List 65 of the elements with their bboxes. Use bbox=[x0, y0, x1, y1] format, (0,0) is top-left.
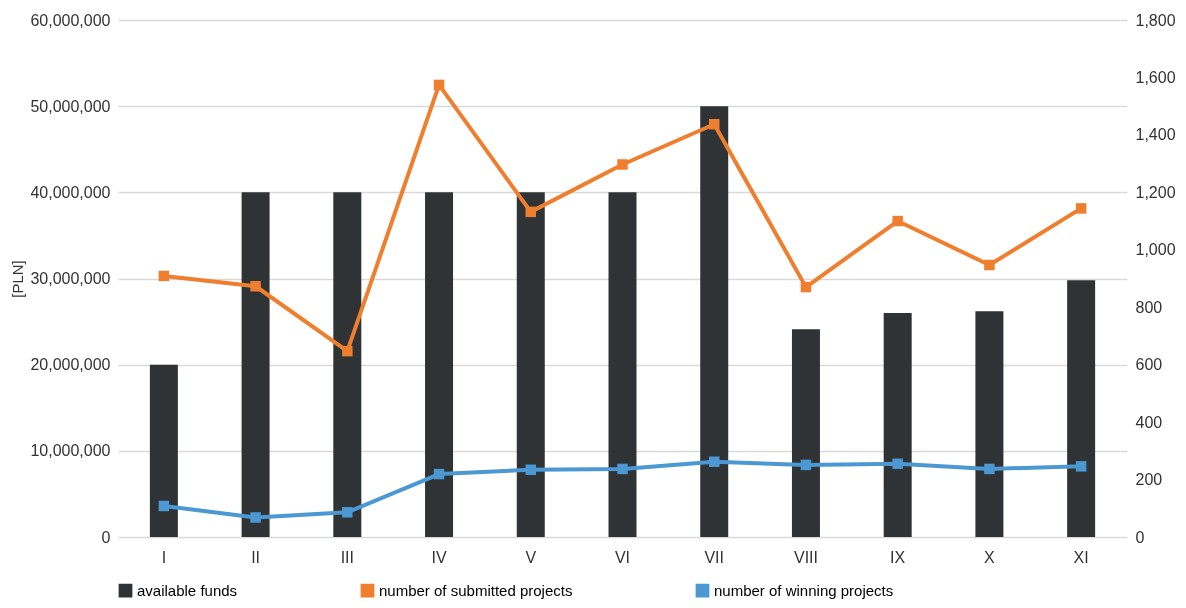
x-tick-label: X bbox=[984, 548, 996, 566]
bar bbox=[149, 364, 178, 537]
point bbox=[342, 345, 353, 357]
point bbox=[342, 507, 353, 518]
bar bbox=[241, 192, 270, 537]
point bbox=[708, 456, 720, 467]
y2-tick-label: 1,800 bbox=[1135, 11, 1176, 29]
x-tick-label: VII bbox=[704, 548, 725, 566]
x-tick-label: V bbox=[525, 548, 537, 566]
point bbox=[617, 463, 628, 475]
point bbox=[158, 270, 170, 282]
y2-tick-label: 0 bbox=[1135, 528, 1145, 546]
point bbox=[892, 215, 903, 227]
x-tick-label: VIII bbox=[793, 548, 818, 566]
y2-tick-label: 1,200 bbox=[1135, 183, 1176, 201]
y2-tick-label: 1,400 bbox=[1135, 126, 1176, 144]
point bbox=[892, 458, 903, 469]
point bbox=[433, 468, 445, 480]
y-tick-label: 10,000,000 bbox=[30, 442, 111, 460]
y-tick-label: 20,000,000 bbox=[30, 356, 111, 374]
x-tick-label: III bbox=[340, 548, 354, 566]
y-tick-label: 30,000,000 bbox=[30, 270, 111, 287]
x-tick-label: I bbox=[161, 548, 167, 566]
bar bbox=[608, 192, 637, 537]
legend-label: available funds bbox=[137, 581, 238, 599]
bar bbox=[791, 329, 820, 537]
y2-tick-label: 600 bbox=[1135, 356, 1163, 374]
y-tick-label: 40,000,000 bbox=[30, 183, 111, 201]
x-tick-label: VI bbox=[614, 548, 631, 566]
point bbox=[433, 79, 445, 91]
point bbox=[800, 281, 812, 293]
bar bbox=[516, 192, 545, 537]
point bbox=[617, 159, 628, 170]
y2-tick-label: 800 bbox=[1135, 298, 1163, 316]
bar bbox=[975, 311, 1004, 537]
point bbox=[158, 500, 170, 512]
bar bbox=[333, 192, 362, 537]
point bbox=[525, 206, 537, 218]
point bbox=[525, 464, 537, 476]
x-tick-label: XI bbox=[1073, 548, 1089, 566]
point bbox=[1075, 461, 1087, 472]
point bbox=[250, 281, 261, 292]
bar bbox=[700, 106, 729, 537]
y-tick-label: 50,000,000 bbox=[30, 97, 111, 115]
legend-label: number of winning projects bbox=[714, 581, 894, 599]
legend-label: number of submitted projects bbox=[379, 581, 573, 599]
point bbox=[800, 459, 812, 471]
y-axis-title: [PLN] bbox=[9, 260, 27, 298]
bar bbox=[883, 312, 912, 537]
y2-tick-label: 200 bbox=[1135, 471, 1163, 489]
bar bbox=[1067, 280, 1096, 537]
point bbox=[1075, 203, 1087, 214]
y2-tick-label: 400 bbox=[1135, 413, 1163, 431]
y2-tick-label: 1,600 bbox=[1135, 68, 1176, 86]
bar bbox=[425, 192, 454, 537]
point bbox=[984, 259, 995, 271]
point bbox=[708, 119, 720, 130]
x-tick-label: IX bbox=[890, 548, 906, 566]
point bbox=[984, 463, 995, 475]
x-tick-label: II bbox=[251, 548, 261, 566]
y-tick-label: 0 bbox=[101, 528, 111, 546]
point bbox=[250, 512, 261, 523]
x-tick-label: IV bbox=[431, 548, 447, 566]
y2-tick-label: 1,000 bbox=[1135, 241, 1176, 259]
y-tick-label: 60,000,000 bbox=[30, 11, 111, 29]
